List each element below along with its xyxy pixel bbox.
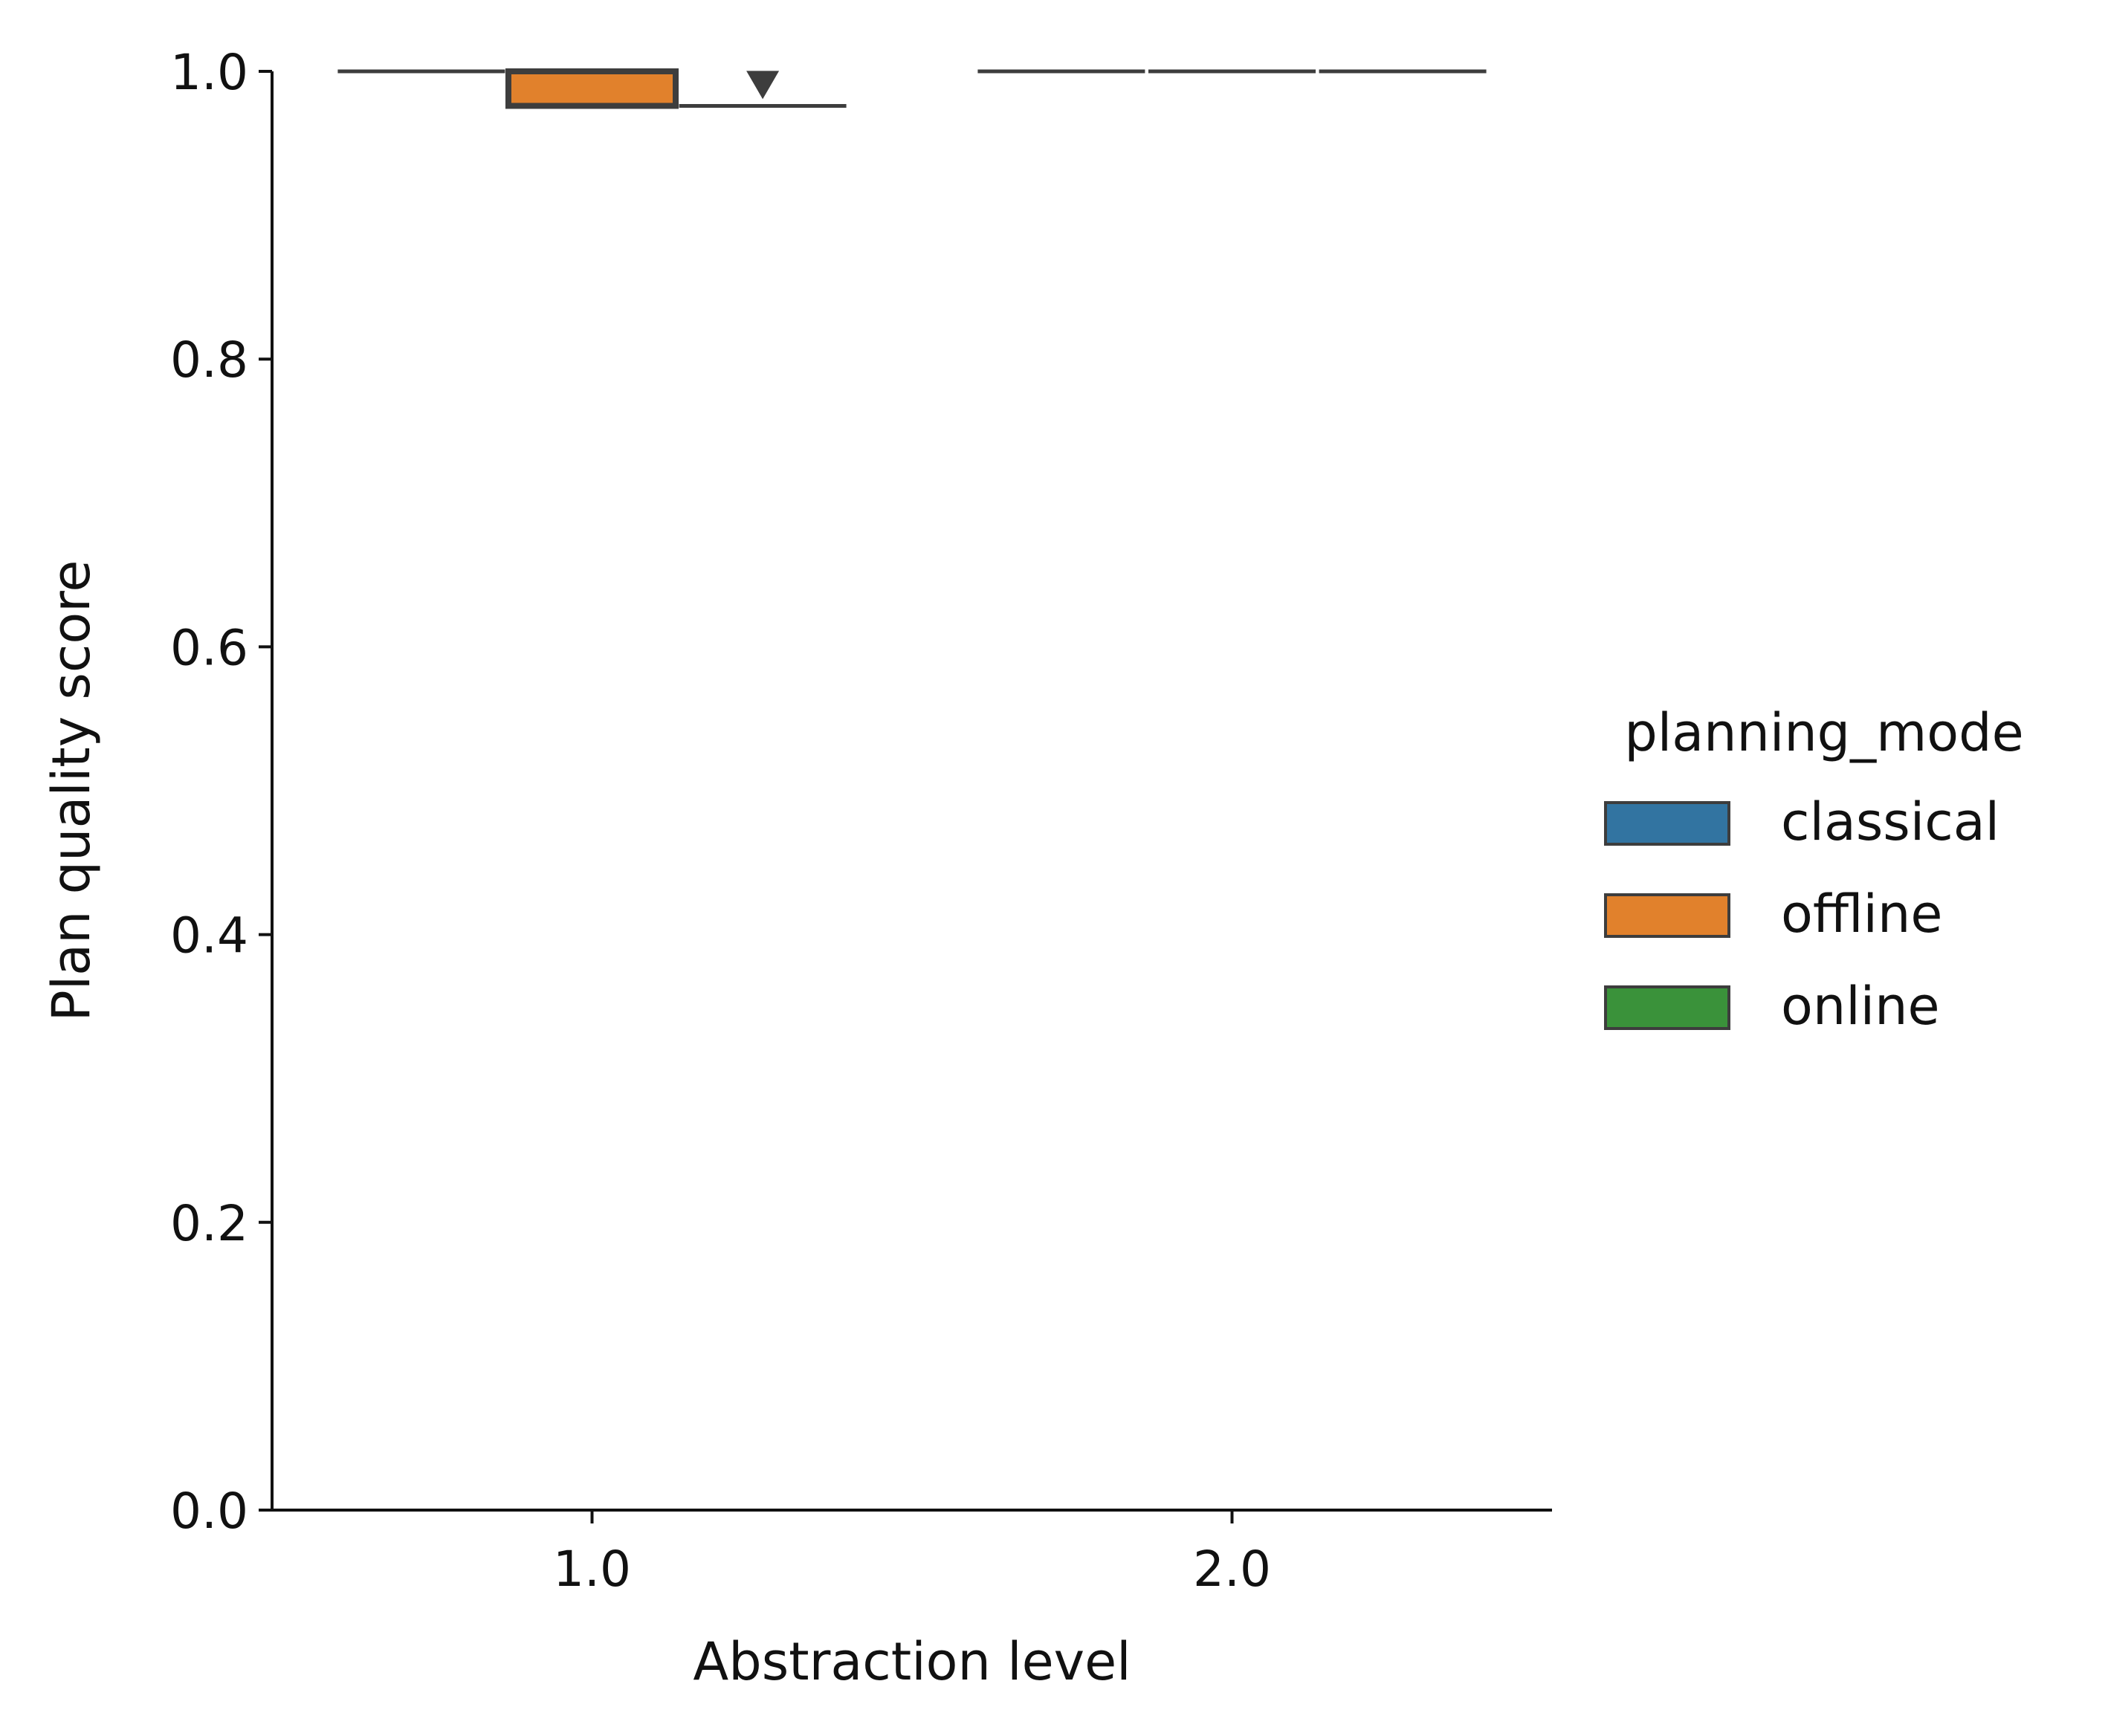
y-tick-label: 0.0 bbox=[170, 1483, 248, 1540]
x-tick-label: 1.0 bbox=[553, 1541, 631, 1598]
box-body bbox=[505, 68, 679, 109]
legend-swatch-offline bbox=[1604, 893, 1730, 938]
box-offline-1.0 bbox=[505, 68, 679, 109]
plot-area bbox=[337, 68, 1487, 109]
box-online-1.0 bbox=[679, 71, 847, 108]
legend-title: planning_mode bbox=[1624, 702, 2023, 763]
y-tick-label: 1.0 bbox=[170, 44, 248, 101]
y-axis-ticks: 0.0 0.2 0.4 0.6 0.8 1.0 bbox=[170, 44, 272, 1540]
y-tick-label: 0.4 bbox=[170, 907, 248, 965]
x-axis-title: Abstraction level bbox=[693, 1631, 1131, 1692]
legend-label-online: online bbox=[1781, 976, 1940, 1037]
x-axis-ticks: 1.0 2.0 bbox=[553, 1510, 1271, 1598]
outlier-point bbox=[746, 71, 780, 100]
y-tick-label: 0.6 bbox=[170, 619, 248, 676]
legend-swatch-classical bbox=[1604, 801, 1730, 846]
legend: planning_mode classical offline online bbox=[1604, 702, 2024, 1037]
legend-label-classical: classical bbox=[1781, 791, 1999, 852]
y-axis-title: Plan quality score bbox=[41, 560, 102, 1022]
x-tick-label: 2.0 bbox=[1193, 1541, 1271, 1598]
y-tick-label: 0.2 bbox=[170, 1195, 248, 1252]
y-tick-label: 0.8 bbox=[170, 331, 248, 389]
legend-label-offline: offline bbox=[1781, 884, 1942, 945]
legend-swatch-online bbox=[1604, 985, 1730, 1030]
legend-entries: classical offline online bbox=[1604, 791, 1999, 1037]
